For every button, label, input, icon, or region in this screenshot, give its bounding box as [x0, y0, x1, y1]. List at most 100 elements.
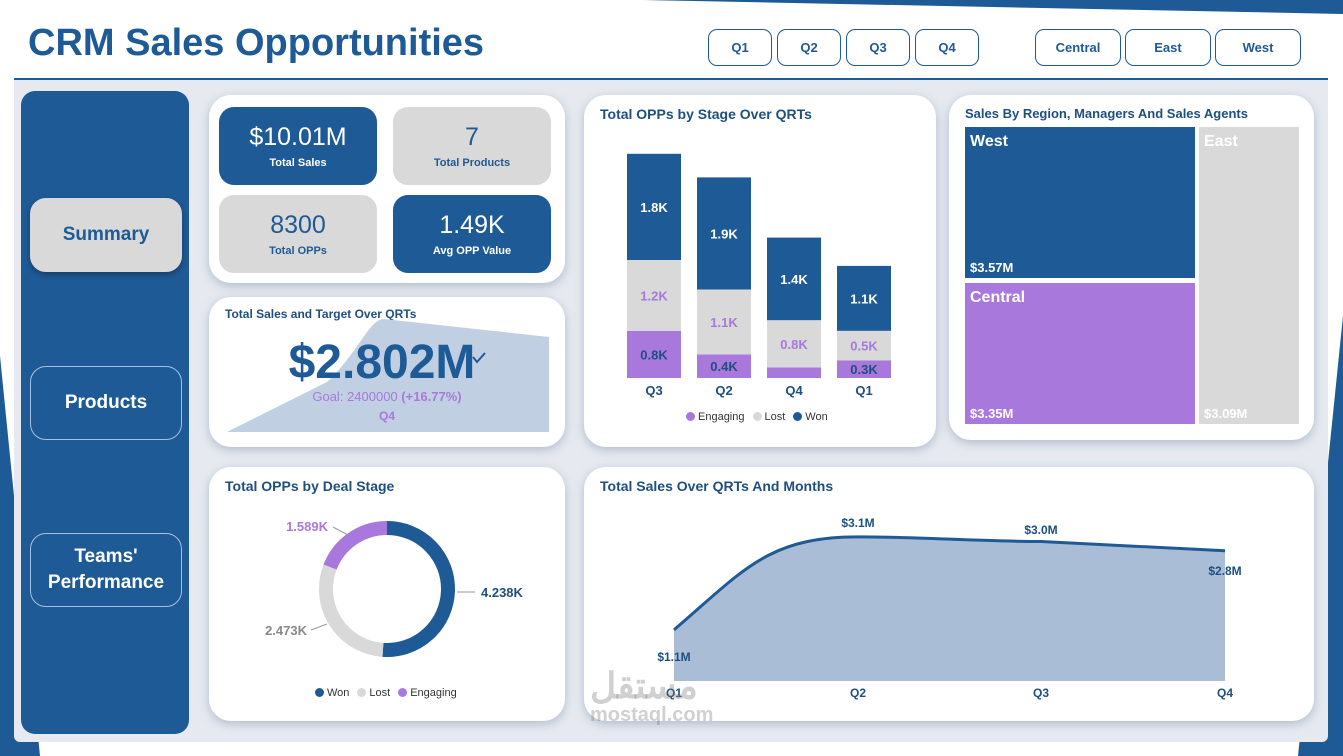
- kpi-card: $10.01M Total Sales 7 Total Products 830…: [209, 95, 565, 283]
- kpi-avg-opp-value: 1.49K Avg OPP Value: [393, 195, 551, 273]
- bar-won-q3: [627, 153, 681, 260]
- x-tick-label: Q3: [645, 383, 662, 398]
- stage-chart-legend: Engaging Lost Won: [686, 411, 828, 423]
- bar-lost-q4: [767, 320, 821, 368]
- area-data-label: $3.0M: [1024, 523, 1057, 537]
- bar-engaging-q3: [627, 330, 681, 378]
- deal-stage-title: Total OPPs by Deal Stage: [225, 478, 395, 494]
- sales-area-chart: $1.1M $3.1M $3.0M $2.8M Q1 Q2 Q3 Q4: [657, 516, 1241, 700]
- deal-stage-donut: 4.238K 2.473K 1.589K: [265, 519, 524, 657]
- sales-over-qrts-card: Total Sales Over QRTs And Months $1.1M $3…: [584, 467, 1314, 721]
- kpi-total-opps-label: Total OPPs: [269, 245, 327, 257]
- x-tick-label: Q4: [785, 383, 803, 398]
- kpi-avg-opp-value-value: 1.49K: [439, 211, 505, 239]
- watermark-latin: mostaql.com: [590, 704, 714, 726]
- treemap-east-value: $3.09M: [1204, 406, 1248, 421]
- bar-label: 0.4K: [710, 359, 738, 374]
- legend-lost: Lost: [752, 411, 785, 423]
- nav-teams-label-line2: Performance: [47, 572, 165, 593]
- nav-summary-button[interactable]: Summary: [30, 198, 182, 272]
- bar-label: 1.1K: [850, 291, 878, 306]
- sidebar: Summary Products Teams' Performance: [21, 91, 189, 734]
- bar-label: 1.4K: [780, 272, 808, 287]
- sales-target-card: Total Sales and Target Over QRTs $2.802M…: [209, 297, 565, 447]
- sales-over-qrts-title: Total Sales Over QRTs And Months: [600, 478, 834, 494]
- region-treemap-card: Sales By Region, Managers And Sales Agen…: [949, 95, 1314, 440]
- bar-won-q4: [767, 237, 821, 321]
- kpi-total-sales: $10.01M Total Sales: [219, 107, 377, 185]
- treemap-central-label: Central: [970, 289, 1026, 306]
- bar-won-q2: [697, 177, 751, 290]
- area-data-label: $3.1M: [841, 516, 874, 530]
- donut-slice-lost: [319, 564, 384, 657]
- sales-target-value: $2.802M: [288, 336, 476, 389]
- area-data-label: $1.1M: [657, 650, 690, 664]
- treemap-central-value: $3.35M: [970, 406, 1014, 421]
- donut-label-won: 4.238K: [481, 585, 524, 600]
- treemap-west-value: $3.57M: [970, 260, 1014, 275]
- kpi-total-products-value: 7: [465, 123, 479, 151]
- filter-west-button[interactable]: West: [1215, 29, 1301, 66]
- kpi-total-sales-value: $10.01M: [249, 123, 347, 151]
- nav-teams-performance-button[interactable]: Teams' Performance: [30, 533, 182, 607]
- watermark: مستقل mostaql.com: [590, 668, 713, 727]
- filter-q1-button[interactable]: Q1: [708, 29, 772, 66]
- treemap-east-label: East: [1204, 133, 1238, 150]
- legend-won: Won: [315, 687, 349, 699]
- donut-leader-engaging: [332, 526, 349, 536]
- bar-label: 0.5K: [850, 339, 878, 354]
- x-tick-label: Q2: [715, 383, 732, 398]
- x-tick-label: Q4: [1217, 686, 1233, 700]
- stage-chart-card: Total OPPs by Stage Over QRTs 0.8K 1.2K 1.…: [584, 95, 936, 447]
- nav-teams-label-line1: Teams': [74, 546, 138, 567]
- bar-lost-q2: [697, 289, 751, 355]
- region-treemap-title: Sales By Region, Managers And Sales Agen…: [965, 106, 1248, 121]
- treemap-central-tile[interactable]: Central $3.35M: [965, 283, 1195, 424]
- sales-target-sparkline: [227, 319, 549, 432]
- nav-products-button[interactable]: Products: [30, 366, 182, 440]
- donut-label-engaging: 1.589K: [286, 519, 329, 534]
- bar-label: 0.8K: [780, 337, 808, 352]
- header-bar: CRM Sales Opportunities Q1 Q2 Q3 Q4 Cent…: [14, 14, 1328, 80]
- kpi-total-products: 7 Total Products: [393, 107, 551, 185]
- watermark-arabic: مستقل: [590, 665, 698, 706]
- kpi-total-products-label: Total Products: [433, 157, 511, 169]
- donut-label-lost: 2.473K: [265, 623, 308, 638]
- legend-engaging: Engaging: [398, 687, 457, 699]
- sales-target-area: [227, 319, 549, 432]
- stage-chart-title: Total OPPs by Stage Over QRTs: [600, 106, 812, 122]
- treemap-east-tile[interactable]: East $3.09M: [1199, 127, 1299, 424]
- bar-label: 0.8K: [640, 347, 668, 362]
- sales-area-fill: [674, 536, 1225, 681]
- bar-label: 1.9K: [710, 226, 738, 241]
- treemap-west-tile[interactable]: West $3.57M: [965, 127, 1195, 278]
- filter-central-button[interactable]: Central: [1035, 29, 1121, 66]
- bar-engaging-q4: [767, 367, 821, 378]
- filter-east-button[interactable]: East: [1125, 29, 1211, 66]
- kpi-total-sales-label: Total Sales: [269, 157, 327, 169]
- sales-target-goal: Goal: 2400000 (+16.77%): [209, 389, 565, 404]
- bar-label: 1.1K: [710, 315, 738, 330]
- area-data-label: $2.8M: [1208, 564, 1241, 578]
- x-tick-label: Q3: [1033, 686, 1049, 700]
- deal-stage-card: Total OPPs by Deal Stage 4.238K 2.473K 1.5…: [209, 467, 565, 721]
- bar-label: 1.2K: [640, 288, 668, 303]
- bar-engaging-q1: [837, 360, 891, 378]
- x-tick-label: Q1: [666, 686, 682, 700]
- check-icon: [472, 352, 486, 364]
- donut-leader-lost: [310, 623, 328, 631]
- filter-q4-button[interactable]: Q4: [915, 29, 979, 66]
- kpi-total-opps-value: 8300: [270, 211, 326, 239]
- bar-engaging-q2: [697, 354, 751, 378]
- legend-won: Won: [793, 411, 828, 423]
- stage-chart-svg: 0.8K 1.2K 1.8K Q3 0.4K 1.1K 1.9K Q2 0.8K 1.4K Q4 0.…: [627, 153, 891, 398]
- sales-target-period: Q4: [378, 409, 395, 423]
- filter-q2-button[interactable]: Q2: [777, 29, 841, 66]
- sales-area-line: [673, 535, 1226, 631]
- bar-label: 0.3K: [850, 362, 878, 377]
- filter-q3-button[interactable]: Q3: [846, 29, 910, 66]
- bar-label: 1.8K: [640, 200, 668, 215]
- treemap-west-label: West: [970, 133, 1008, 150]
- donut-slice-engaging: [323, 521, 388, 570]
- bar-lost-q1: [837, 330, 891, 361]
